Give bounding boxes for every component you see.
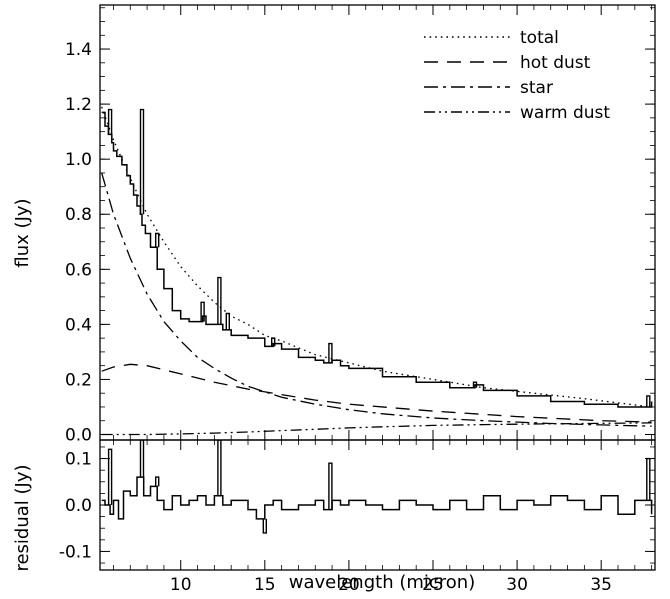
top-spectral-feature [328,342,333,363]
top-y-tick-label: 0.0 [65,425,92,445]
top-series-total [101,106,652,408]
top-y-tick-label: 1.2 [65,95,92,115]
bottom-y-tick-label: -0.1 [59,542,92,562]
bottom-spectral-feature [646,457,651,501]
x-tick-label: 35 [590,575,612,595]
bottom-panel: 10 15 20 25 30 35 -0.1 0.0 0.1 [59,439,656,595]
x-tick-label: 10 [170,575,192,595]
bottom-spectral-feature [262,518,267,534]
legend-label-star: star [520,78,553,98]
top-y-axis-label: flux (Jy) [12,198,33,267]
top-spectral-feature [139,108,145,215]
top-spectral-feature [200,301,205,322]
bottom-spectral-feature [328,462,333,510]
bottom-spectral-feature [217,440,222,496]
top-y-tick-label: 0.6 [65,260,92,280]
bottom-y-tick-label: 0.0 [65,496,92,516]
x-tick-label: 30 [506,575,528,595]
legend-label-warm-dust: warm dust [520,103,610,123]
x-tick-label: 15 [254,575,276,595]
top-panel: 0.0 0.2 0.4 0.6 0.8 1.0 1.2 1.4 total hot dust sta… [65,4,656,445]
top-plot-area [101,106,653,436]
top-series-observed [101,111,653,408]
x-tick-label: 20 [338,575,360,595]
bottom-spectral-feature [155,476,160,487]
x-tick-label: 25 [422,575,444,595]
top-series-star [101,172,652,427]
bottom-y-axis-label: residual (Jy) [12,464,33,571]
bottom-series-observed [101,476,653,520]
top-y-tick-label: 0.4 [65,315,92,335]
top-series-warm-dust [101,422,652,436]
top-y-tick-label: 0.2 [65,370,92,390]
bottom-spectral-feature [139,440,145,478]
top-y-tick-label: 1.4 [65,40,92,60]
top-spectral-feature [107,108,113,135]
bottom-spectral-feature [107,448,113,505]
legend-label-hot-dust: hot dust [520,53,591,73]
top-spectral-feature [472,381,478,388]
x-axis-label: wavelength (micron) [289,572,475,593]
top-y-tick-label: 1.0 [65,150,92,170]
bottom-y-tick-label: 0.1 [65,450,92,470]
top-spectral-feature [217,276,222,325]
top-y-tick-label: 0.8 [65,205,92,225]
top-spectral-feature [225,312,230,330]
top-spectral-feature [646,395,651,407]
bottom-plot-area [101,440,653,534]
top-series-hot-dust [101,363,652,423]
legend-label-total: total [520,28,559,48]
top-spectral-feature [155,232,160,248]
